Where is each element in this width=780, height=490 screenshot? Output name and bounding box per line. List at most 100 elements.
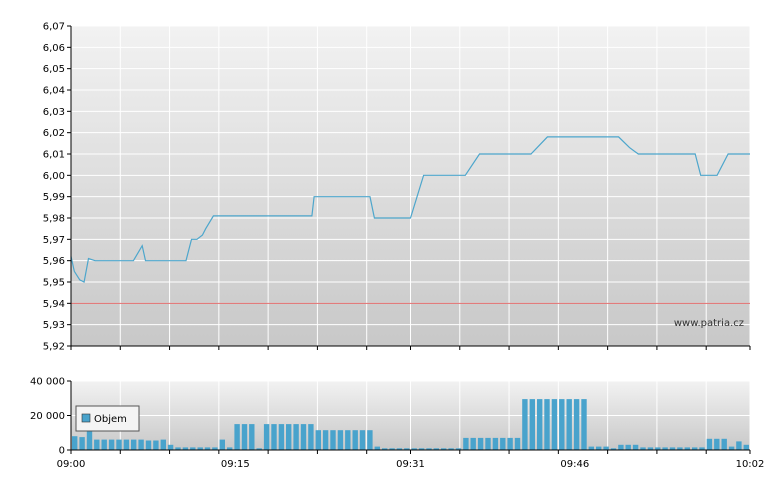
volume-bar <box>507 437 513 450</box>
volume-bar <box>566 399 572 450</box>
volume-bar <box>278 424 285 450</box>
volume-bar <box>271 424 277 450</box>
volume-bar <box>256 448 262 450</box>
price-y-tick-label: 6,02 <box>43 128 65 139</box>
volume-bar <box>625 444 631 450</box>
volume-bar <box>573 399 580 450</box>
volume-bar <box>551 399 558 450</box>
volume-bar <box>145 440 152 450</box>
volume-panel: 40 000 20 000 0 09:00 09:15 09:31 09:46 10:02 Ob… <box>30 377 764 471</box>
volume-bar <box>330 430 336 450</box>
volume-bar <box>308 424 314 450</box>
price-y-tick-label: 5,97 <box>43 235 65 246</box>
volume-bar <box>669 447 676 450</box>
volume-bar <box>241 424 248 450</box>
x-tick-label: 09:46 <box>560 459 589 470</box>
volume-bar <box>153 440 159 450</box>
volume-bar <box>684 447 690 450</box>
volume-bar <box>640 447 646 450</box>
volume-bar <box>234 424 240 450</box>
volume-bar <box>433 448 439 450</box>
volume-bar <box>263 424 270 450</box>
price-y-tick-label: 6,07 <box>43 22 65 33</box>
volume-bar <box>219 439 225 450</box>
volume-bar <box>529 399 535 450</box>
volume-bar <box>699 447 705 450</box>
price-y-tick-label: 5,93 <box>43 320 65 331</box>
volume-bar <box>655 447 661 450</box>
volume-bar <box>160 439 166 450</box>
volume-bar <box>352 430 358 450</box>
price-y-tick-label: 5,96 <box>43 256 65 267</box>
price-y-tick-label: 6,00 <box>43 171 65 182</box>
price-y-tick-label: 5,92 <box>43 342 65 353</box>
volume-bar <box>596 446 602 450</box>
volume-bar <box>514 437 521 450</box>
volume-bar <box>455 448 462 450</box>
volume-bar <box>337 430 344 450</box>
volume-bar <box>86 430 93 450</box>
price-y-tick-label: 6,03 <box>43 107 65 118</box>
volume-bar <box>662 447 668 450</box>
volume-bar <box>418 448 425 450</box>
price-series-line <box>70 136 750 283</box>
volume-bar <box>227 447 233 450</box>
price-y-tick-label: 5,99 <box>43 192 65 203</box>
volume-bar <box>293 424 299 450</box>
volume-bar <box>389 448 395 450</box>
price-y-tick-label: 6,05 <box>43 64 65 75</box>
volume-bar <box>618 444 624 450</box>
volume-bar <box>322 430 329 450</box>
price-panel: 6,07 6,06 6,05 6,04 6,03 6,02 6,01 6,00 5,99 5,98… <box>43 22 751 353</box>
volume-bar <box>677 447 683 450</box>
volume-bar <box>94 439 100 450</box>
x-tick-label: 09:31 <box>396 459 425 470</box>
volume-bar <box>101 439 107 450</box>
volume-bar <box>714 438 720 450</box>
volume-y-tick-label: 0 <box>59 446 65 457</box>
volume-bar <box>743 444 749 450</box>
volume-bar <box>190 447 196 450</box>
volume-bar <box>345 430 351 450</box>
volume-bar <box>167 444 174 450</box>
volume-bar <box>315 430 321 450</box>
volume-bar <box>175 447 181 450</box>
price-y-tick-label: 6,06 <box>43 43 65 54</box>
price-y-tick-label: 5,98 <box>43 214 65 225</box>
volume-bar <box>182 447 189 450</box>
volume-y-tick-label: 40 000 <box>30 377 65 388</box>
volume-bar <box>404 448 410 450</box>
volume-bar <box>463 437 469 450</box>
volume-bar <box>441 448 447 450</box>
volume-bar <box>138 439 144 450</box>
volume-y-tick-label: 20 000 <box>30 411 65 422</box>
volume-bar <box>374 446 380 450</box>
price-y-tick-label: 6,01 <box>43 150 65 161</box>
volume-bar <box>706 438 713 450</box>
volume-bar <box>485 437 491 450</box>
volume-bar <box>359 430 366 450</box>
volume-bar <box>610 448 617 450</box>
volume-bar <box>204 447 211 450</box>
volume-bar <box>286 424 292 450</box>
volume-bar <box>382 448 388 450</box>
volume-bar <box>116 439 122 450</box>
volume-legend: Objem <box>75 405 140 432</box>
volume-bar <box>448 448 454 450</box>
volume-bar <box>72 436 78 450</box>
volume-bar <box>123 439 130 450</box>
volume-bar <box>212 447 218 450</box>
volume-bar <box>411 448 417 450</box>
volume-bar <box>632 444 639 450</box>
volume-bar <box>249 424 255 450</box>
volume-bar <box>603 446 609 450</box>
price-y-tick-label: 5,94 <box>43 299 65 310</box>
volume-bar <box>470 437 476 450</box>
x-tick-label: 10:02 <box>736 459 765 470</box>
volume-bar <box>477 437 484 450</box>
volume-bar <box>588 446 594 450</box>
x-tick-label: 09:15 <box>221 459 250 470</box>
volume-bar <box>492 437 499 450</box>
volume-bar <box>300 424 307 450</box>
watermark-text[interactable]: www.patria.cz <box>674 318 744 329</box>
